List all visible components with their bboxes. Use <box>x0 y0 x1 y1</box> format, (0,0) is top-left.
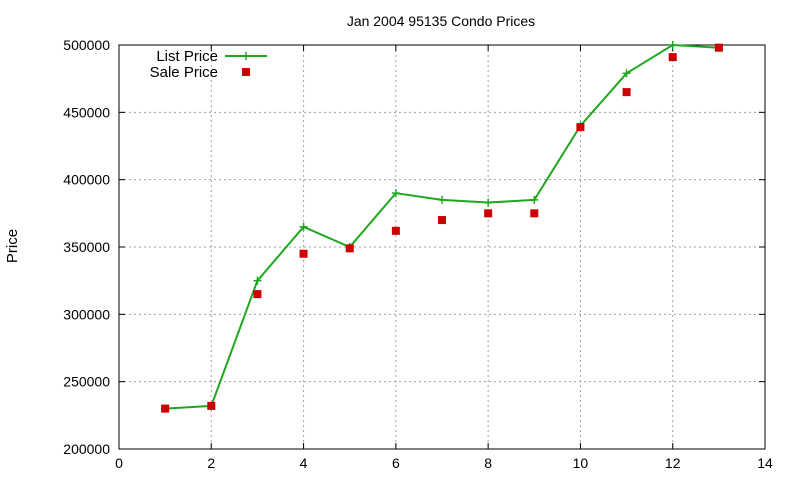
legend-label-1: Sale Price <box>150 64 218 81</box>
legend-marker-0 <box>242 52 250 60</box>
point-1-11 <box>668 53 677 62</box>
point-1-7 <box>484 209 493 218</box>
point-1-6 <box>438 216 446 225</box>
data-series <box>161 41 723 413</box>
y-tick-label-2: 300000 <box>63 306 110 322</box>
x-tick-label-1: 2 <box>207 455 215 471</box>
y-tick-label-5: 450000 <box>63 104 110 120</box>
point-1-5 <box>391 226 400 235</box>
x-tick-label-3: 6 <box>392 455 400 471</box>
point-0-10 <box>622 69 631 78</box>
point-0-5 <box>391 189 400 198</box>
point-1-12 <box>714 43 723 52</box>
x-tick-label-2: 4 <box>300 455 308 471</box>
tick-labels: 0 2 4 6 8 10 12 14 200000 250000 300000 350000 40000… <box>63 37 773 471</box>
point-1-8 <box>530 209 539 218</box>
x-tick-label-5: 10 <box>573 455 589 471</box>
point-0-2 <box>253 276 262 285</box>
point-1-0 <box>161 404 170 413</box>
x-tick-label-7: 14 <box>757 455 773 471</box>
y-axis-label: Price <box>4 229 21 263</box>
x-tick-label-4: 8 <box>484 455 492 471</box>
x-tick-label-6: 12 <box>665 455 681 471</box>
point-0-11 <box>668 41 677 49</box>
point-0-7 <box>484 198 493 207</box>
point-1-2 <box>253 290 262 299</box>
point-0-6 <box>438 195 446 204</box>
point-1-1 <box>207 401 216 410</box>
point-1-10 <box>622 88 631 97</box>
legend-marker-1 <box>242 68 250 76</box>
point-1-9 <box>576 123 585 132</box>
point-0-3 <box>299 222 308 231</box>
point-1-3 <box>299 249 308 258</box>
y-tick-label-3: 350000 <box>63 239 110 255</box>
series-sale-price <box>161 43 723 413</box>
y-tick-label-1: 250000 <box>63 374 110 390</box>
y-tick-label-4: 400000 <box>63 172 110 188</box>
chart-title: Jan 2004 95135 Condo Prices <box>347 13 535 29</box>
point-0-8 <box>530 195 539 204</box>
legend-label-0: List Price <box>156 48 218 65</box>
series-line-0 <box>165 43 719 410</box>
y-tick-label-0: 200000 <box>63 441 110 457</box>
axes <box>118 44 766 450</box>
grid <box>119 45 765 449</box>
y-tick-label-6: 500000 <box>63 37 110 53</box>
x-tick-label-0: 0 <box>115 455 123 471</box>
point-1-4 <box>345 244 354 253</box>
series-list-price <box>161 41 723 413</box>
